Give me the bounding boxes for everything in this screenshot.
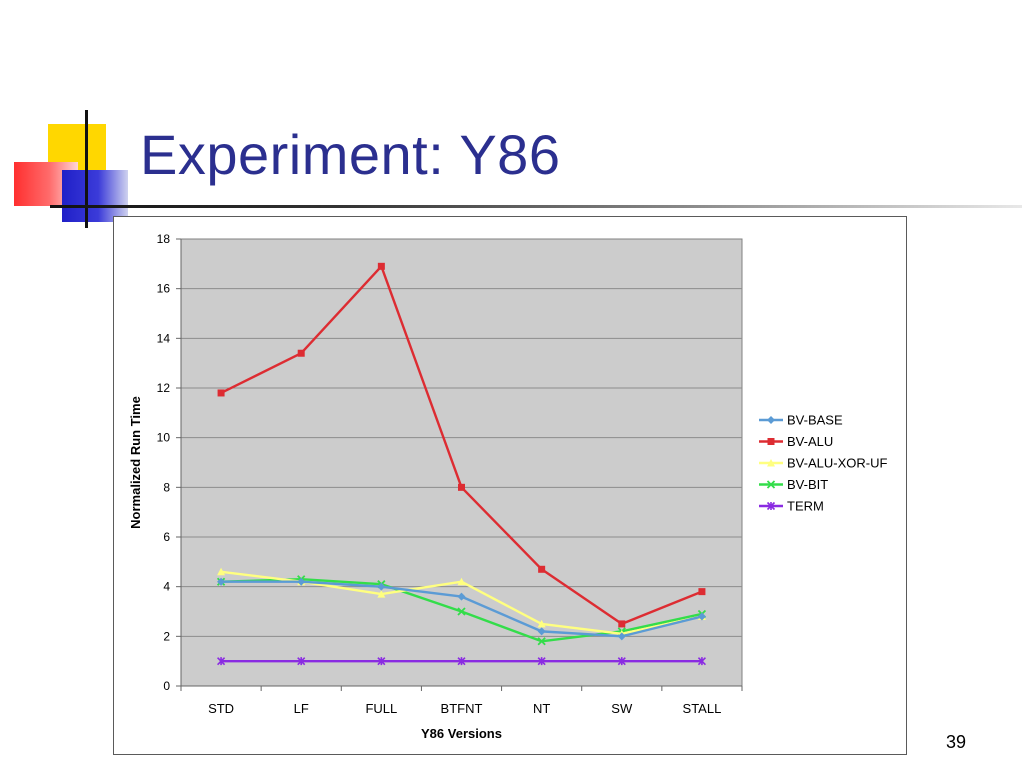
y-tick-label: 10 [157, 431, 171, 445]
data-point-bv-bit [457, 607, 466, 616]
data-point-bv-alu-xor-uf [537, 619, 546, 628]
x-tick-label: LF [294, 701, 309, 716]
legend-label-bv-alu-xor-uf: BV-ALU-XOR-UF [787, 456, 887, 471]
y-axis-title: Normalized Run Time [128, 396, 143, 529]
data-point-bv-alu-xor-uf [217, 567, 226, 576]
page-number: 39 [945, 732, 966, 752]
y-tick-label: 16 [157, 282, 171, 296]
data-point-bv-alu [297, 349, 305, 357]
x-tick-label: FULL [365, 701, 397, 716]
data-point-bv-base [537, 627, 546, 636]
legend-label-term: TERM [787, 499, 824, 514]
data-point-bv-alu-xor-uf [457, 577, 466, 586]
y-tick-label: 2 [163, 629, 170, 643]
x-axis-title: Y86 Versions [421, 726, 502, 741]
data-point-bv-base [697, 612, 706, 621]
data-point-term [377, 657, 386, 666]
data-point-term [617, 657, 626, 666]
data-point-bv-alu [458, 483, 465, 491]
data-point-term [697, 657, 706, 666]
y-tick-label: 0 [163, 679, 170, 693]
data-point-bv-base [617, 632, 626, 641]
data-point-term [217, 657, 226, 666]
y-tick-label: 14 [157, 331, 171, 345]
data-point-bv-base [377, 582, 386, 591]
legend-marker-term [766, 501, 776, 511]
data-point-term [537, 657, 546, 666]
x-tick-label: STD [208, 701, 234, 716]
legend-marker-bv-alu-xor-uf [767, 459, 775, 467]
line-chart: 0 2 4 6 8 10 12 14 16 18 STD LF FULL BTFNT NT SW STALL Y8… [128, 232, 887, 741]
data-point-term [457, 657, 466, 666]
y-tick-label: 18 [157, 232, 171, 246]
slide-title: Experiment: Y86 [140, 123, 561, 186]
x-tick-label: NT [533, 701, 550, 716]
chart-frame: 0 2 4 6 8 10 12 14 16 18 STD LF FULL BTFNT NT SW STALL Y8… [113, 216, 907, 755]
data-point-term [297, 657, 306, 666]
data-point-bv-alu [618, 620, 626, 628]
y-tick-label: 4 [163, 580, 170, 594]
decor-vertical-line [85, 110, 88, 228]
title-underline [50, 205, 1022, 208]
data-point-bv-base [217, 577, 226, 586]
data-point-bv-alu-xor-uf [377, 590, 386, 598]
data-point-bv-bit [537, 637, 546, 646]
plot-area [180, 238, 743, 687]
legend-marker-bv-bit [766, 480, 776, 489]
data-point-bv-alu [217, 389, 225, 397]
data-point-bv-alu [377, 262, 385, 270]
y-tick-label: 8 [163, 480, 170, 494]
y-tick-label: 12 [157, 381, 171, 395]
x-tick-label: STALL [683, 701, 722, 716]
y-tick-label: 6 [163, 530, 170, 544]
x-tick-label: SW [611, 701, 633, 716]
decor-blue-square [62, 170, 128, 222]
data-point-bv-alu [698, 588, 706, 596]
legend-label-bv-alu: BV-ALU [787, 434, 833, 449]
data-point-bv-base [297, 577, 306, 586]
data-point-bv-base [457, 592, 466, 601]
legend-marker-bv-base [767, 416, 775, 424]
legend-label-bv-base: BV-BASE [787, 413, 843, 428]
legend-marker-bv-alu [767, 438, 775, 445]
legend-label-bv-bit: BV-BIT [787, 477, 828, 492]
x-tick-label: BTFNT [441, 701, 483, 716]
data-point-bv-alu [538, 565, 546, 573]
